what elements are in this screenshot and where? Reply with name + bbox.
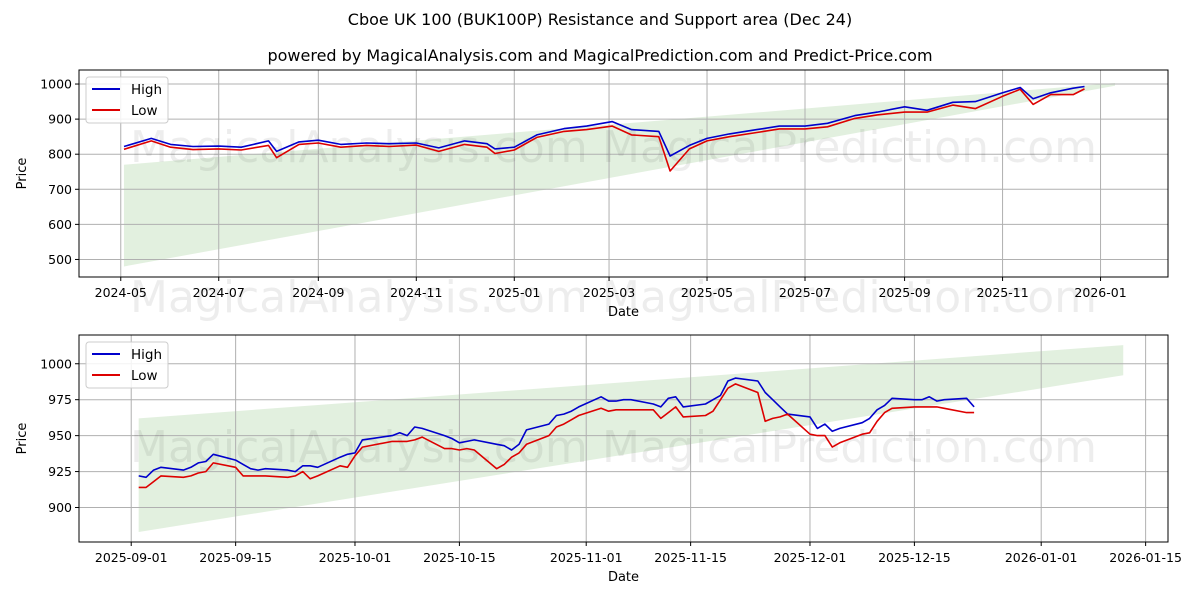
resistance-support-band [123,82,1115,267]
watermark-text: MagicalPrediction.com [602,272,1097,323]
x-tick-label: 2024-05 [95,285,147,300]
x-tick-label: 2025-09-01 [95,550,168,565]
x-tick-label: 2026-01-01 [1005,550,1078,565]
x-tick-label: 2025-10-01 [319,550,392,565]
legend-label-high: High [131,82,162,98]
high-line [138,377,975,479]
top-chart: MagicalAnalysis.com MagicalPrediction.com… [15,69,1169,323]
x-tick-label: 2025-12-01 [774,550,847,565]
band-area [123,82,1115,267]
axes: 500 600 700 800 900 1000 2024-05 2024-07 2024-09… [15,69,1169,320]
x-tick-label: 2025-07 [779,285,831,300]
legend: High Low [85,76,169,124]
x-tick-label: 2025-10-15 [423,550,496,565]
bottom-chart: MagicalAnalysis.com MagicalPrediction.com… [15,334,1182,585]
y-tick-label: 1000 [40,356,72,371]
grid-lines [79,70,1168,277]
y-tick-label: 1000 [40,77,72,92]
watermark-text: MagicalPrediction.com [602,122,1097,173]
y-tick-label: 800 [48,147,72,162]
x-tick-label: 2026-01-15 [1109,550,1182,565]
y-tick-label: 500 [48,252,72,267]
x-tick-label: 2025-09 [878,285,930,300]
chart-subtitle: powered by MagicalAnalysis.com and Magic… [267,46,933,65]
low-line [123,88,1085,172]
high-line [123,85,1085,157]
x-tick-label: 2024-07 [193,285,245,300]
y-tick-label: 900 [48,112,72,127]
legend-label-high: High [131,347,162,363]
y-tick-label: 925 [48,464,72,479]
x-tick-label: 2025-09-15 [199,550,272,565]
band-area [138,345,1124,532]
x-tick-label: 2025-05 [681,285,733,300]
watermark-text: MagicalPrediction.com [602,422,1097,473]
x-tick-label: 2025-01 [488,285,540,300]
y-tick-label: 975 [48,392,72,407]
watermark-text: MagicalAnalysis.com [130,272,588,323]
axes: 900 925 950 975 1000 2025-09-01 2025-09-15 2025… [15,334,1182,585]
x-tick-label: 2025-11-01 [550,550,623,565]
price-lines [123,85,1085,172]
y-tick-label: 600 [48,217,72,232]
watermark: MagicalAnalysis.com MagicalPrediction.com [130,422,1097,473]
chart-title: Cboe UK 100 (BUK100P) Resistance and Sup… [347,10,853,29]
x-tick-label: 2025-03 [583,285,635,300]
x-tick-label: 2024-09 [292,285,344,300]
axes-frame [78,69,1169,278]
y-tick-label: 950 [48,428,72,443]
x-tick-label: 2025-12-15 [878,550,951,565]
y-tick-label: 900 [48,500,72,515]
y-tick-label: 700 [48,182,72,197]
legend-label-low: Low [131,103,158,119]
x-tick-label: 2024-11 [390,285,442,300]
x-tick-label: 2025-11 [976,285,1028,300]
x-tick-label: 2026-01 [1074,285,1126,300]
low-line [138,383,975,489]
x-axis-label: Date [608,305,639,320]
legend-label-low: Low [131,368,158,384]
axes-frame [78,334,1169,543]
grid-lines [79,335,1168,542]
resistance-support-band [138,345,1124,532]
y-axis-label: Price [15,423,30,455]
x-tick-label: 2025-11-15 [654,550,727,565]
y-axis-label: Price [15,158,30,190]
legend: High Low [85,341,169,389]
price-lines [138,377,975,489]
x-axis-label: Date [608,570,639,585]
